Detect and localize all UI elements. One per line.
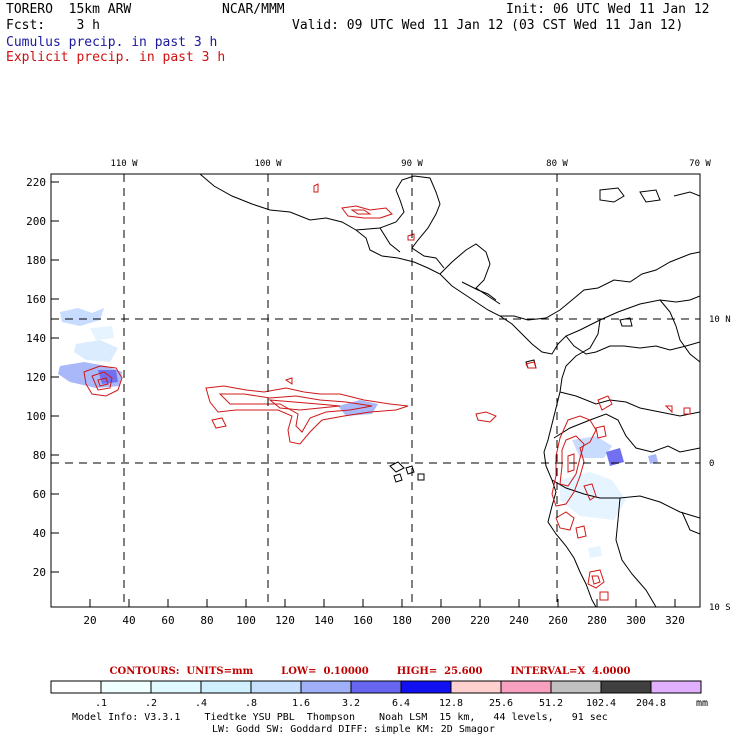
colorbar-swatch bbox=[650, 680, 702, 694]
x-tick-label: 100 bbox=[236, 614, 256, 627]
init-time: Init: 06 UTC Wed 11 Jan 12 bbox=[506, 2, 710, 17]
contours-high: HIGH= 25.600 bbox=[396, 666, 483, 677]
y-tick-label: 60 bbox=[33, 488, 46, 501]
valid-time: Valid: 09 UTC Wed 11 Jan 12 (03 CST Wed … bbox=[292, 18, 684, 33]
lon-label: 80 W bbox=[546, 159, 568, 169]
lat-lon-grid bbox=[51, 174, 700, 607]
colorbar-swatch bbox=[200, 680, 252, 694]
cumulus-precip-shading bbox=[58, 308, 658, 558]
x-tick-label: 300 bbox=[626, 614, 646, 627]
x-tick-label: 220 bbox=[470, 614, 490, 627]
precip-map: 20 40 60 80 100 120 140 160 180 200 220 … bbox=[26, 159, 731, 627]
x-tick-label: 200 bbox=[431, 614, 451, 627]
y-tick-label: 160 bbox=[26, 293, 46, 306]
colorbar-label: 6.4 bbox=[392, 698, 410, 709]
forecast-hour: Fcst: 3 h bbox=[6, 18, 100, 33]
colorbar-label: 1.6 bbox=[292, 698, 310, 709]
colorbar: .1 .2 .4 .8 1.6 3.2 6.4 12.8 25.6 51.2 1… bbox=[50, 680, 708, 709]
x-tick-label: 180 bbox=[392, 614, 412, 627]
lat-label: 0 bbox=[709, 459, 714, 469]
y-tick-label: 120 bbox=[26, 371, 46, 384]
contours-low: LOW= 0.10000 bbox=[281, 666, 369, 677]
colorbar-boxes bbox=[50, 680, 702, 694]
colorbar-label: .4 bbox=[195, 698, 207, 709]
y-tick-label: 180 bbox=[26, 254, 46, 267]
lon-label: 110 W bbox=[110, 159, 138, 169]
colorbar-swatch bbox=[100, 680, 152, 694]
model-info-line1: Model Info: V3.3.1 Tiedtke YSU PBL Thomp… bbox=[72, 712, 608, 723]
y-ticks bbox=[51, 181, 59, 573]
colorbar-label: 102.4 bbox=[586, 698, 616, 709]
lat-label: 10 N bbox=[709, 315, 731, 325]
colorbar-label: .2 bbox=[145, 698, 157, 709]
contours-interval: INTERVAL=X 4.0000 bbox=[510, 666, 631, 677]
x-tick-label: 240 bbox=[509, 614, 529, 627]
y-tick-label: 20 bbox=[33, 566, 46, 579]
colorbar-swatch bbox=[150, 680, 202, 694]
y-tick-label: 200 bbox=[26, 215, 46, 228]
lon-label: 100 W bbox=[254, 159, 282, 169]
contours-info: CONTOURS: UNITS=mm LOW= 0.10000 HIGH= 25.6… bbox=[0, 666, 740, 677]
x-tick-label: 140 bbox=[314, 614, 334, 627]
colorbar-swatch bbox=[350, 680, 402, 694]
x-tick-label: 120 bbox=[275, 614, 295, 627]
colorbar-unit: mm bbox=[696, 698, 708, 709]
map-frame bbox=[50, 173, 701, 608]
x-tick-label: 80 bbox=[200, 614, 213, 627]
center-label: NCAR/MMM bbox=[222, 2, 285, 17]
lat-label: 10 S bbox=[709, 603, 731, 613]
colorbar-label: 12.8 bbox=[439, 698, 463, 709]
y-tick-label: 80 bbox=[33, 449, 46, 462]
colorbar-labels: .1 .2 .4 .8 1.6 3.2 6.4 12.8 25.6 51.2 1… bbox=[95, 698, 666, 709]
colorbar-swatch bbox=[600, 680, 652, 694]
colorbar-swatch bbox=[550, 680, 602, 694]
model-info-line2: LW: Godd SW: Goddard DIFF: simple KM: 2D… bbox=[212, 724, 495, 735]
x-tick-label: 60 bbox=[161, 614, 174, 627]
y-tick-label: 140 bbox=[26, 332, 46, 345]
lon-label: 70 W bbox=[689, 159, 711, 169]
colorbar-label: 51.2 bbox=[539, 698, 563, 709]
colorbar-label: .1 bbox=[95, 698, 107, 709]
colorbar-label: 204.8 bbox=[636, 698, 666, 709]
x-tick-label: 280 bbox=[587, 614, 607, 627]
x-tick-label: 260 bbox=[548, 614, 568, 627]
colorbar-swatch bbox=[50, 680, 102, 694]
x-ticks bbox=[89, 599, 676, 607]
colorbar-label: 25.6 bbox=[489, 698, 513, 709]
y-tick-label: 220 bbox=[26, 176, 46, 189]
colorbar-swatch bbox=[400, 680, 452, 694]
coastlines bbox=[199, 174, 700, 607]
colorbar-swatch bbox=[450, 680, 502, 694]
x-tick-label: 320 bbox=[665, 614, 685, 627]
x-tick-label: 40 bbox=[122, 614, 135, 627]
y-tick-label: 40 bbox=[33, 527, 46, 540]
x-tick-label: 160 bbox=[353, 614, 373, 627]
y-tick-label: 100 bbox=[26, 410, 46, 423]
field-explicit-label: Explicit precip. in past 3 h bbox=[6, 50, 226, 65]
colorbar-swatch bbox=[500, 680, 552, 694]
colorbar-label: 3.2 bbox=[342, 698, 360, 709]
lon-label: 90 W bbox=[401, 159, 423, 169]
colorbar-label: .8 bbox=[245, 698, 257, 709]
colorbar-swatch bbox=[300, 680, 352, 694]
x-tick-label: 20 bbox=[83, 614, 96, 627]
explicit-precip-contours bbox=[83, 183, 691, 601]
colorbar-swatch bbox=[250, 680, 302, 694]
contours-units: CONTOURS: UNITS=mm bbox=[109, 666, 254, 677]
model-title: TORERO 15km ARW bbox=[6, 2, 132, 17]
field-cumulus-label: Cumulus precip. in past 3 h bbox=[6, 35, 218, 50]
